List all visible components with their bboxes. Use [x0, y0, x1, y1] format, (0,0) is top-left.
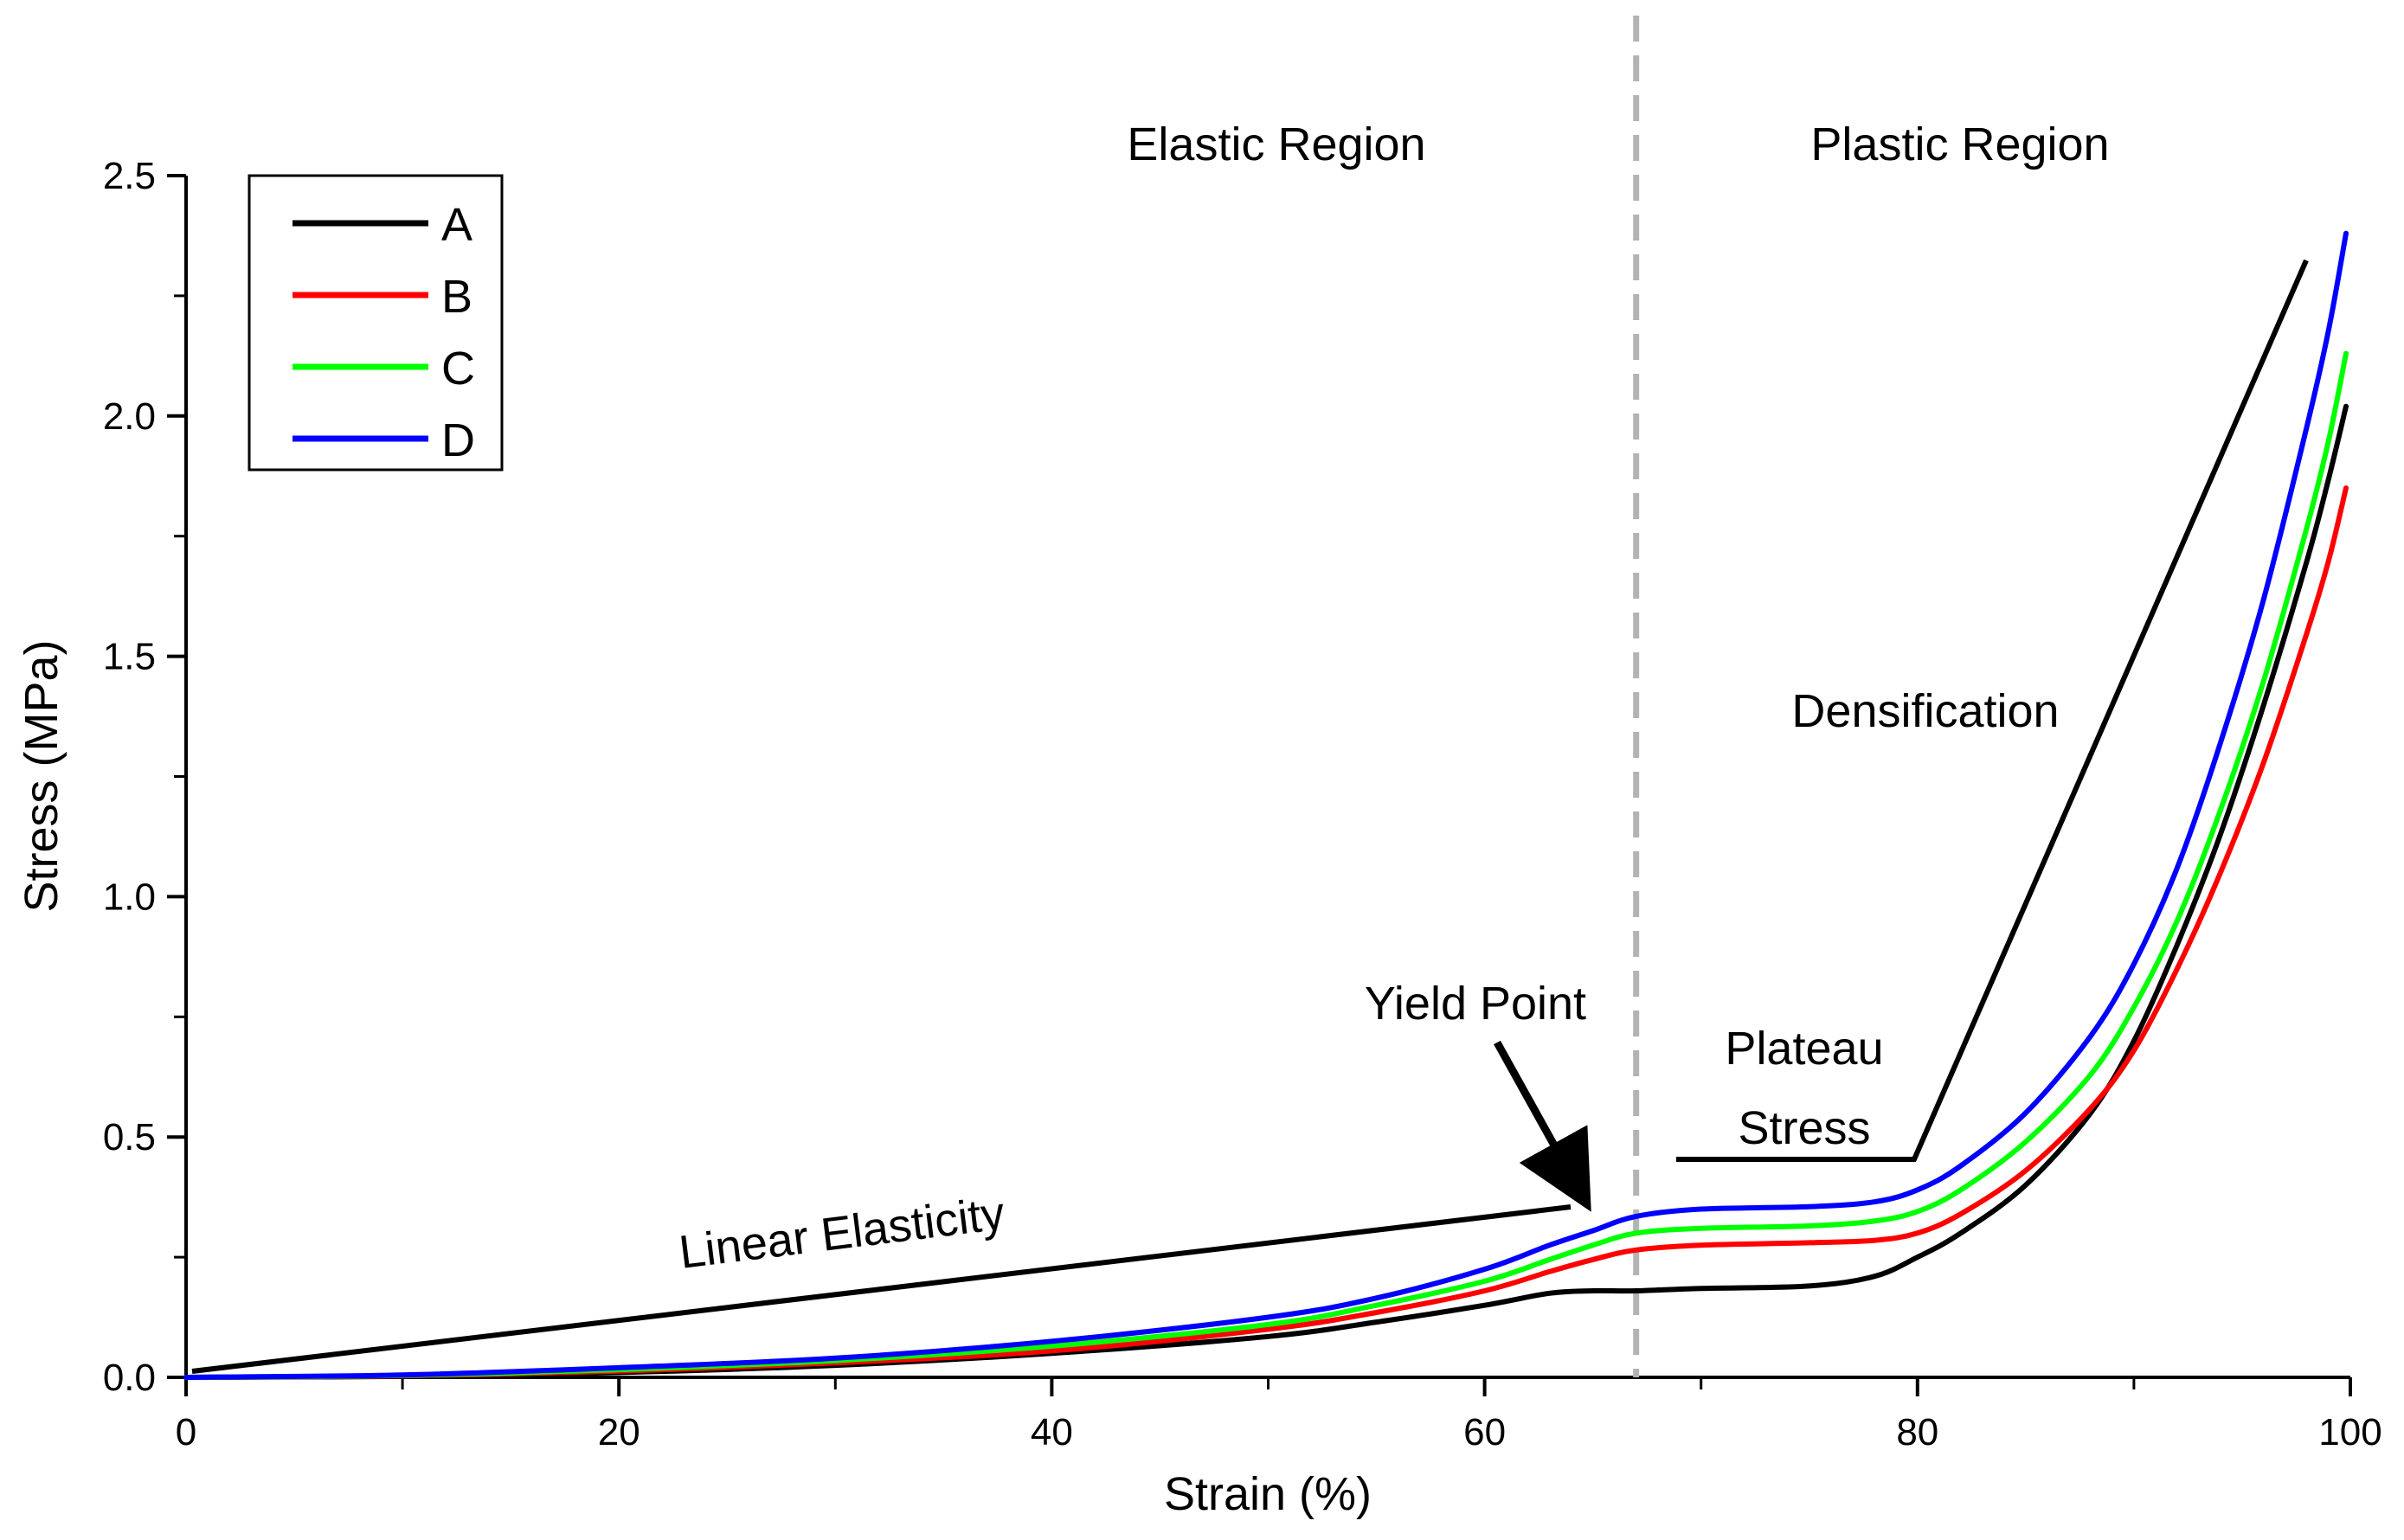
series-group	[183, 230, 2349, 1380]
axis-ticks	[167, 174, 2352, 1396]
series-line-c	[183, 350, 2349, 1380]
legend-label-d: D	[441, 414, 475, 466]
axis-tick-labels: 0 20 40 60 80 100 0.0 0.5 1.0 1.5 2.0 2.5	[103, 155, 2382, 1453]
y-axis-title: Stress (MPa)	[16, 639, 67, 912]
series-line-d	[183, 230, 2349, 1380]
linear-elasticity-line	[191, 1204, 1572, 1374]
stress-label: Stress	[1738, 1102, 1870, 1154]
legend-label-c: C	[441, 343, 475, 395]
plateau-densification-line	[1676, 259, 2309, 1162]
y-tick-label: 2.5	[103, 155, 156, 197]
yield-point-arrow	[1494, 1040, 1591, 1212]
x-tick-label: 0	[176, 1411, 196, 1453]
y-tick-label: 2.0	[103, 395, 156, 438]
x-tick-label: 20	[598, 1411, 640, 1453]
x-tick-label: 40	[1031, 1411, 1073, 1453]
x-tick-label: 60	[1463, 1411, 1506, 1453]
densification-label: Densification	[1791, 685, 2059, 737]
series-line-a	[183, 403, 2349, 1380]
x-tick-label: 80	[1896, 1411, 1938, 1453]
linear-elasticity-label: Linear Elasticity	[676, 1187, 1007, 1279]
elastic-region-label: Elastic Region	[1127, 119, 1425, 170]
x-axis-title: Strain (%)	[1164, 1468, 1372, 1520]
y-tick-label: 0.0	[103, 1357, 156, 1399]
y-tick-label: 1.5	[103, 636, 156, 678]
y-tick-label: 0.5	[103, 1116, 156, 1158]
x-tick-label: 100	[2318, 1411, 2382, 1453]
y-tick-label: 1.0	[103, 876, 156, 918]
legend-label-a: A	[441, 199, 472, 251]
plastic-region-label: Plastic Region	[1810, 119, 2109, 170]
yield-point-label: Yield Point	[1365, 978, 1586, 1030]
legend-label-b: B	[441, 271, 472, 323]
plateau-label: Plateau	[1725, 1023, 1883, 1075]
